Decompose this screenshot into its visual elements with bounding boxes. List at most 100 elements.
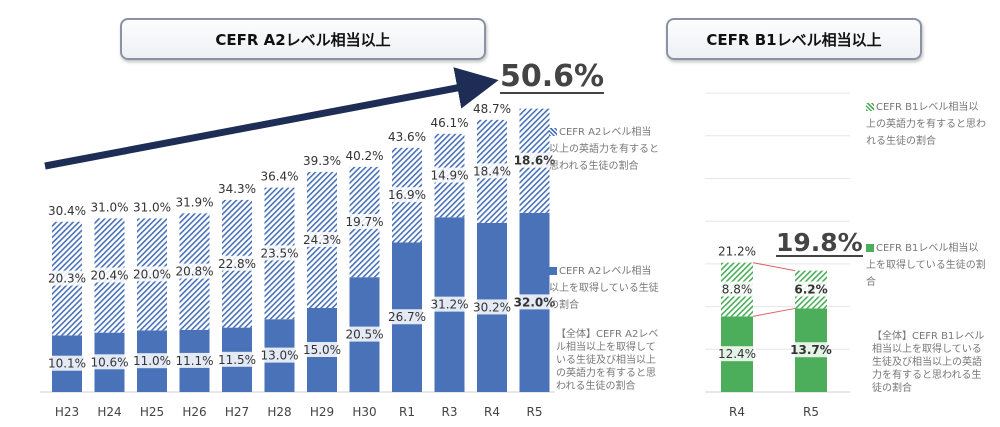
label-bg [175,263,214,279]
x-tick-label: R4 [729,405,745,419]
value-label-total: 36.4% [260,170,298,184]
value-label-hatched: 14.9% [430,169,468,183]
label-bg [345,326,384,342]
label-bg [430,296,469,312]
value-label-hatched: 16.9% [388,188,426,202]
value-label-solid: 15.0% [303,343,341,357]
x-tick-label: H25 [140,405,164,419]
label-bg [90,267,129,283]
x-tick-label: R5 [527,405,543,419]
a2-legend-solid: CEFR A2レベル相当以上を取得している生徒の割合 [549,263,661,314]
value-label-hatched: 23.5% [260,246,298,260]
x-tick-label: R3 [442,405,458,419]
b1-highlight-value: 19.8% [776,228,863,257]
label-bg [260,245,299,261]
solid-swatch-icon [549,267,557,275]
value-label-hatched: 24.3% [303,233,341,247]
value-label-solid: 32.0% [514,295,556,309]
label-bg [473,299,511,315]
x-tick-label: H26 [182,405,206,419]
connector-line [752,262,796,272]
label-bg [133,266,171,282]
label-bg [792,281,830,297]
value-label-solid: 30.2% [473,300,511,314]
b1-chart-title: CEFR B1レベル相当以上 [666,18,922,60]
x-tick-label: R4 [484,405,500,419]
a2-chart-title: CEFR A2レベル相当以上 [120,18,486,60]
x-tick-label: H30 [352,405,376,419]
value-label-total: 31.0% [133,200,171,214]
value-label-solid: 13.7% [790,343,832,357]
hatched-swatch-icon [866,103,874,111]
value-label-hatched: 20.0% [133,267,171,281]
value-label-hatched: 20.4% [90,269,128,283]
trend-arrow [44,67,499,170]
label-bg [473,163,511,179]
label-bg [48,270,86,286]
value-label-total: 31.0% [90,200,128,214]
value-label-hatched: 20.8% [175,265,213,279]
value-label-solid: 31.2% [430,298,468,312]
legend-label: CEFR A2レベル相当以上を取得している生徒の割合 [549,266,659,311]
b1-legend-total: 【全体】CEFR B1レベル相当以上を取得している生徒及び相当以上の英語力を有す… [872,331,985,394]
value-label-solid: 11.1% [175,354,213,368]
value-label-solid: 20.5% [345,328,383,342]
label-bg [260,347,299,363]
x-tick-label: R1 [399,405,415,419]
value-label-solid: 13.0% [260,349,298,363]
b1-legend-solid: CEFR B1レベル相当以上を取得している生徒の割合 [866,240,986,291]
value-label-hatched: 20.3% [48,272,86,286]
a2-highlight-value: 50.6% [500,59,605,94]
x-tick-label: H23 [55,405,79,419]
value-label-total: 48.7% [473,102,511,116]
value-label-total: 39.3% [303,154,341,168]
label-bg [388,187,426,203]
label-bg [792,342,830,358]
label-bg [430,167,469,183]
label-bg [218,255,256,271]
value-label-total: 34.3% [218,182,256,196]
label-bg [515,152,554,168]
label-bg [718,281,756,297]
solid-swatch-icon [866,244,874,252]
value-label-hatched: 8.8% [722,283,753,297]
value-label-hatched: 19.7% [345,215,383,229]
legend-label: CEFR A2レベル相当以上の英語力を有すると思われる生徒の割合 [549,127,659,172]
value-label-total: 43.6% [388,130,426,144]
a2-legend-hatched: CEFR A2レベル相当以上の英語力を有すると思われる生徒の割合 [549,124,661,175]
value-label-hatched: 18.6% [514,154,556,168]
value-label-solid: 12.4% [718,347,756,361]
legend-label: CEFR B1レベル相当以上の英語力を有すると思われる生徒の割合 [866,102,986,147]
hatched-swatch-icon [549,128,557,136]
value-label-total: 31.9% [175,195,213,209]
label-bg [90,354,129,370]
x-tick-label: H29 [310,405,334,419]
label-bg [388,309,426,325]
value-label-solid: 26.7% [388,310,426,324]
label-bg [515,294,554,310]
label-bg [133,353,171,369]
label-bg [718,346,756,362]
value-label-total: 21.2% [718,245,756,259]
value-label-solid: 10.6% [90,355,128,369]
value-label-solid: 10.1% [48,357,86,371]
b1-legend-hatched: CEFR B1レベル相当以上の英語力を有すると思われる生徒の割合 [866,99,986,150]
value-label-hatched: 22.8% [218,257,256,271]
x-tick-label: H24 [97,405,121,419]
a2-legend-total: 【全体】CEFR A2レベル相当以上を取得している生徒及び相当以上の英語力を有す… [556,329,659,392]
value-label-total: 40.2% [345,149,383,163]
x-tick-label: H27 [225,405,249,419]
value-label-total: 46.1% [430,116,468,130]
label-bg [303,231,341,247]
value-label-total: 30.4% [48,204,86,218]
label-bg [303,342,341,357]
value-label-solid: 11.5% [218,353,256,367]
label-bg [175,352,214,368]
x-tick-label: H28 [267,405,291,419]
label-bg [48,355,86,371]
value-label-hatched: 18.4% [473,164,511,178]
value-label-solid: 11.0% [133,354,171,368]
value-label-hatched: 6.2% [794,283,827,297]
legend-label: CEFR B1レベル相当以上を取得している生徒の割合 [866,243,986,288]
